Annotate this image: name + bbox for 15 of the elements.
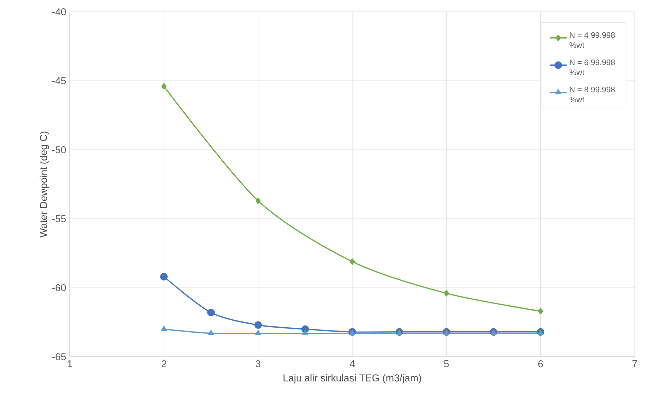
x-tick-label: 6 (538, 360, 544, 368)
x-tick-label: 3 (256, 360, 261, 368)
y-tick-label: -65 (52, 353, 66, 361)
y-axis-title: Water Dewpoint (deg C) (40, 132, 50, 238)
y-tick-label: -50 (52, 146, 66, 154)
x-tick-label: 4 (350, 360, 355, 368)
x-tick-label: 2 (162, 360, 166, 368)
y-tick-label: -40 (52, 8, 66, 16)
y-tick-label: -45 (52, 78, 66, 84)
x-tick-label: 1 (68, 360, 72, 368)
y-tick-label: -55 (52, 216, 66, 222)
y-tick-label: -60 (52, 284, 66, 292)
x-tick-label: 7 (632, 360, 638, 368)
x-tick-label: 5 (444, 360, 450, 368)
x-axis-title: Laju alir sirkulasi TEG (m3/jam) (284, 374, 422, 384)
